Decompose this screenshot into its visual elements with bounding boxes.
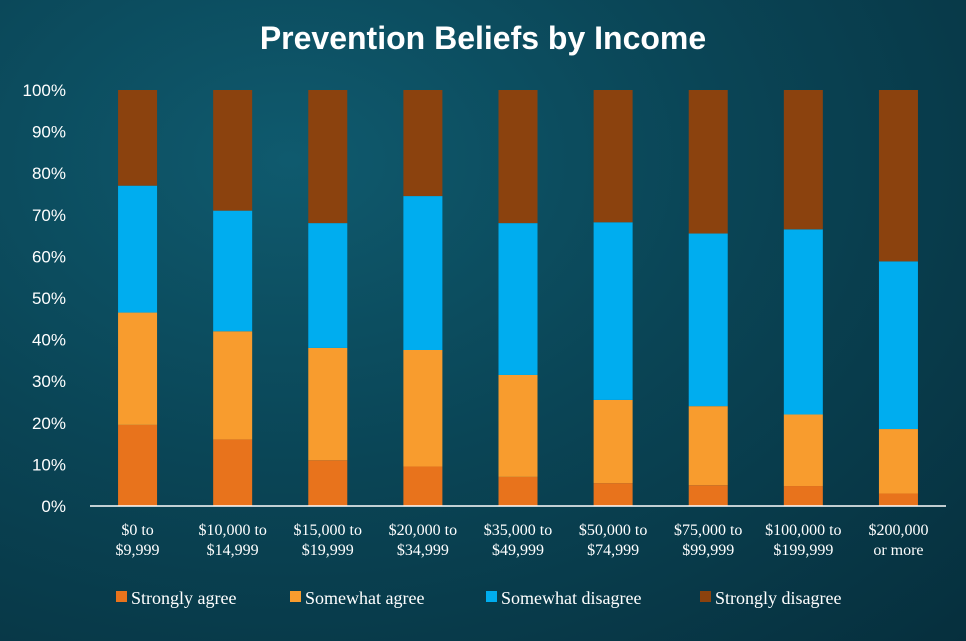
y-tick-label: 50%: [32, 289, 66, 308]
x-tick-label: $34,999: [397, 542, 449, 559]
bar-segment-somewhat-agree: [878, 429, 918, 494]
y-tick-label: 70%: [32, 206, 66, 225]
bar-segment-somewhat-agree: [498, 374, 538, 477]
legend-swatch: [290, 591, 301, 602]
bar-segment-somewhat-agree: [688, 406, 728, 486]
x-tick-label: $199,999: [773, 542, 833, 559]
bar-segment-strongly-disagree: [688, 90, 728, 234]
bar-segment-strongly-disagree: [783, 90, 823, 230]
bar-segment-strongly-disagree: [498, 90, 538, 224]
y-tick-label: 80%: [32, 164, 66, 183]
legend-label: Somewhat agree: [305, 588, 424, 608]
bar-segment-strongly-agree: [498, 476, 538, 506]
x-tick-label: $10,000 to: [198, 522, 266, 539]
legend-label: Strongly disagree: [715, 588, 841, 608]
bar-segment-somewhat-agree: [213, 331, 253, 440]
y-tick-label: 40%: [32, 331, 66, 350]
bar-segment-somewhat-disagree: [213, 210, 253, 332]
legend: Strongly agree Somewhat agree Somewhat dis…: [116, 588, 841, 608]
bar-segment-somewhat-disagree: [593, 222, 633, 400]
bar-segment-somewhat-agree: [593, 399, 633, 484]
legend-swatch: [116, 591, 127, 602]
x-tick-label: $19,999: [302, 542, 354, 559]
legend-label: Somewhat disagree: [501, 588, 641, 608]
bar-segment-somewhat-disagree: [403, 196, 443, 350]
x-tick-label: $75,000 to: [674, 522, 742, 539]
x-tick-label: $15,000 to: [294, 522, 362, 539]
y-tick-label: 20%: [32, 414, 66, 433]
bar-segment-somewhat-agree: [308, 347, 348, 461]
legend-label: Strongly agree: [131, 588, 236, 608]
bar-segment-strongly-disagree: [213, 90, 253, 211]
bar-segment-strongly-agree: [308, 460, 348, 506]
bar-segment-strongly-agree: [783, 486, 823, 506]
bar-segment-somewhat-disagree: [783, 229, 823, 415]
bar-segment-somewhat-disagree: [498, 223, 538, 375]
y-tick-label: 10%: [32, 455, 66, 474]
x-tick-label: $35,000 to: [484, 522, 552, 539]
bar-segment-strongly-disagree: [593, 90, 633, 223]
bar-segment-somewhat-disagree: [118, 185, 158, 313]
bar-segment-strongly-agree: [213, 439, 253, 506]
x-tick-label: or more: [873, 542, 923, 559]
bar-segment-somewhat-agree: [783, 414, 823, 487]
x-axis: $0 to $9,999 $10,000 to $14,999 $15,000 to $1…: [116, 522, 929, 559]
x-tick-label: $49,999: [492, 542, 544, 559]
bar-segment-somewhat-agree: [403, 350, 443, 467]
bar-segment-strongly-agree: [403, 466, 443, 506]
y-tick-label: 60%: [32, 247, 66, 266]
bars: [118, 90, 918, 506]
bar-segment-somewhat-disagree: [878, 261, 918, 430]
bar-segment-somewhat-disagree: [308, 223, 348, 348]
chart-title: Prevention Beliefs by Income: [260, 20, 706, 56]
x-tick-label: $200,000: [868, 522, 928, 539]
x-tick-label: $50,000 to: [579, 522, 647, 539]
bar-segment-strongly-agree: [118, 424, 158, 506]
bar-segment-strongly-disagree: [308, 90, 348, 224]
x-tick-label: $14,999: [207, 542, 259, 559]
y-tick-label: 90%: [32, 123, 66, 142]
bar-segment-strongly-disagree: [878, 90, 918, 262]
y-axis: 0% 10% 20% 30% 40% 50% 60% 70% 80% 90% 100%: [23, 81, 66, 516]
x-tick-label: $20,000 to: [389, 522, 457, 539]
x-tick-label: $9,999: [116, 542, 160, 559]
legend-swatch: [486, 591, 497, 602]
x-tick-label: $100,000 to: [765, 522, 841, 539]
bar-segment-strongly-agree: [593, 483, 633, 506]
y-tick-label: 0%: [41, 497, 66, 516]
bar-segment-strongly-disagree: [118, 90, 158, 186]
bar-segment-strongly-agree: [688, 485, 728, 506]
y-tick-label: 100%: [23, 81, 66, 100]
legend-swatch: [700, 591, 711, 602]
bar-segment-strongly-agree: [878, 493, 918, 506]
y-tick-label: 30%: [32, 372, 66, 391]
x-tick-label: $0 to: [121, 522, 153, 539]
bar-segment-somewhat-disagree: [688, 233, 728, 407]
bar-segment-somewhat-agree: [118, 312, 158, 425]
x-tick-label: $74,999: [587, 542, 639, 559]
x-tick-label: $99,999: [682, 542, 734, 559]
bar-segment-strongly-disagree: [403, 90, 443, 197]
